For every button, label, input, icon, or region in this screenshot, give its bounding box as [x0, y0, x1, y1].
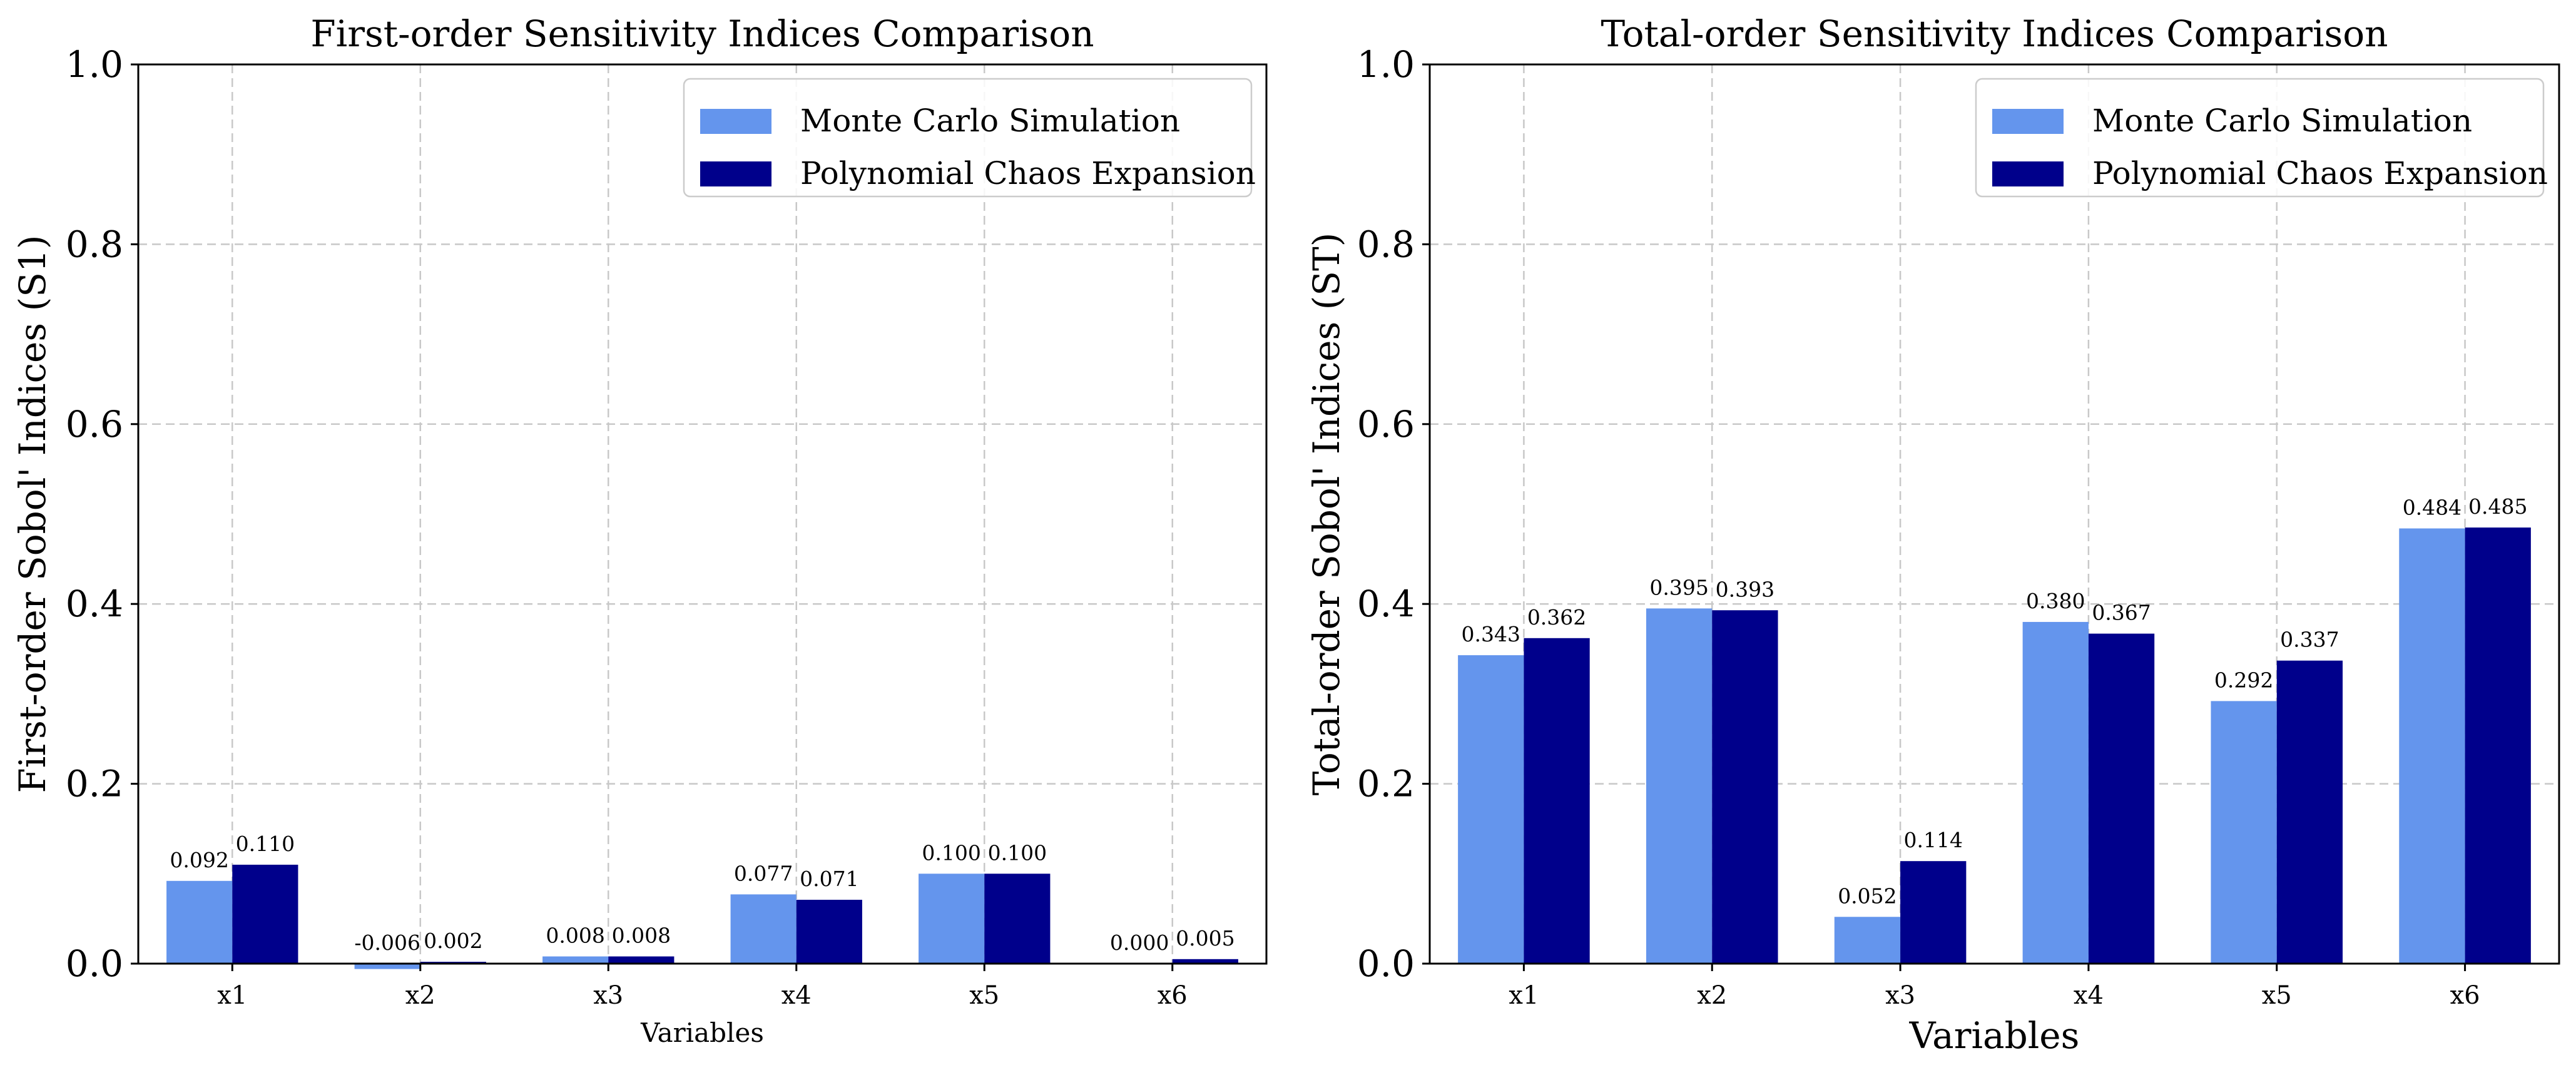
y-tick-label: 0.6	[66, 403, 123, 446]
bar-pce-x5	[2276, 660, 2343, 964]
legend-label: Polynomial Chaos Expansion	[800, 155, 1256, 191]
bar-value-label: 0.292	[2214, 668, 2273, 692]
chart-first-order: 0.092-0.006 0.0080.0770.1000.0000.1100.00…	[11, 13, 1268, 1048]
bar-monte-carlo-x5	[2211, 701, 2277, 964]
legend-label: Monte Carlo Simulation	[800, 103, 1180, 139]
legend-label: Monte Carlo Simulation	[2092, 103, 2472, 139]
legend-box	[1975, 78, 2545, 198]
bar-value-label: 0.100	[922, 840, 980, 865]
x-tick-label: x5	[2262, 981, 2292, 1010]
x-tick-label: x2	[405, 981, 435, 1010]
y-tick-label: 1.0	[66, 43, 123, 86]
y-tick-label: 0.8	[1357, 223, 1415, 265]
bar-pce-x1	[1524, 638, 1590, 964]
bar-monte-carlo-x2	[354, 964, 420, 969]
y-axis-label: Total-order Sobol' Indices (ST)	[1305, 233, 1348, 796]
bar-monte-carlo-x2	[1646, 608, 1713, 964]
x-tick-label: x6	[2450, 981, 2480, 1010]
y-tick-label: 0.6	[1357, 403, 1415, 446]
bar-value-label: 0.008	[546, 924, 604, 948]
axes-frame	[1428, 63, 2560, 965]
bar-value-label: 0.484	[2403, 495, 2461, 519]
y-tick-label: 0.0	[1357, 942, 1415, 985]
legend-swatch-monte-carlo	[1992, 109, 2064, 134]
x-tick-label: x6	[1158, 981, 1188, 1010]
bar-value-label: 0.100	[988, 840, 1047, 865]
axes-frame	[137, 63, 1268, 965]
bar-value-label: 0.367	[2092, 601, 2151, 625]
bar-value-label: 0.380	[2026, 589, 2085, 613]
bar-pce-x3	[1900, 861, 1967, 964]
x-axis-label: Variables	[1909, 1014, 2080, 1057]
y-tick-label: 0.8	[66, 223, 123, 265]
bar-monte-carlo-x1	[166, 880, 233, 964]
bar-value-label: 0.343	[1462, 622, 1520, 646]
bar-value-label: 0.114	[1903, 828, 1962, 852]
y-axis-label: First-order Sobol' Indices (S1)	[11, 235, 54, 793]
x-tick-label: x1	[1509, 981, 1539, 1010]
x-tick-label: x4	[781, 981, 812, 1010]
bar-monte-carlo-x5	[919, 874, 985, 964]
legend-swatch-pce	[700, 161, 771, 186]
bar-monte-carlo-x4	[2022, 621, 2089, 964]
y-tick-label: 0.4	[66, 583, 123, 625]
bar-value-label: 0.077	[734, 861, 793, 885]
bar-monte-carlo-x3	[1834, 917, 1901, 964]
bar-value-label: 0.052	[1838, 884, 1896, 908]
y-tick-label: 1.0	[1357, 43, 1415, 86]
legend-swatch-pce	[1992, 161, 2064, 186]
bar-value-label: 0.092	[170, 848, 228, 872]
bar-value-label: 0.337	[2280, 628, 2339, 652]
y-tick-label: 0.0	[66, 942, 123, 985]
bar-pce-x5	[984, 874, 1051, 964]
bar-value-label: 0.000	[1110, 930, 1169, 955]
y-tick-label: 0.2	[66, 763, 123, 805]
bar-monte-carlo-x1	[1458, 655, 1524, 964]
bar-pce-x3	[608, 956, 675, 964]
x-axis-label: Variables	[640, 1017, 764, 1048]
bar-value-label: 0.008	[612, 924, 671, 948]
bar-pce-x1	[232, 864, 298, 964]
bar-pce-x6	[1172, 959, 1238, 964]
bar-value-label: 0.362	[1527, 605, 1586, 629]
bar-value-label: 0.071	[800, 867, 858, 891]
bar-value-label: 0.393	[1716, 577, 1774, 601]
legend: Monte Carlo Simulation Polynomial Chaos E…	[683, 78, 1256, 198]
legend: Monte Carlo Simulation Polynomial Chaos E…	[1975, 78, 2548, 198]
bar-pce-x4	[2088, 633, 2155, 964]
x-tick-label: x3	[1885, 981, 1915, 1010]
bar-monte-carlo-x4	[730, 894, 797, 964]
x-tick-label: x1	[217, 981, 247, 1010]
x-tick-label: x5	[969, 981, 999, 1010]
bar-value-label: 0.005	[1176, 926, 1235, 950]
legend-swatch-monte-carlo	[700, 109, 771, 134]
bar-pce-x2	[1712, 610, 1778, 964]
bar-monte-carlo-x3	[542, 956, 609, 964]
legend-box	[683, 78, 1253, 198]
legend-label: Polynomial Chaos Expansion	[2092, 155, 2548, 191]
bar-pce-x6	[2465, 527, 2531, 964]
x-tick-label: x2	[1697, 981, 1727, 1010]
bar-value-label: -0.006	[354, 930, 420, 955]
y-tick-label: 0.2	[1357, 763, 1415, 805]
bar-value-label: 0.485	[2468, 494, 2527, 519]
bar-monte-carlo-x6	[2399, 528, 2465, 964]
bar-value-label: 0.395	[1649, 575, 1708, 599]
y-tick-label: 0.4	[1357, 583, 1415, 625]
bar-value-label: 0.110	[236, 832, 295, 856]
chart-title: First-order Sensitivity Indices Comparis…	[310, 13, 1094, 55]
x-tick-label: x3	[593, 981, 623, 1010]
x-tick-label: x4	[2074, 981, 2104, 1010]
chart-total-order: 0.343 0.395 0.052 0.380 0.292 0.484 0.362 0.393…	[1305, 13, 2560, 1057]
bar-pce-x4	[796, 899, 862, 964]
bar-value-label: 0.002	[424, 929, 482, 953]
chart-title: Total-order Sensitivity Indices Comparis…	[1601, 13, 2388, 55]
